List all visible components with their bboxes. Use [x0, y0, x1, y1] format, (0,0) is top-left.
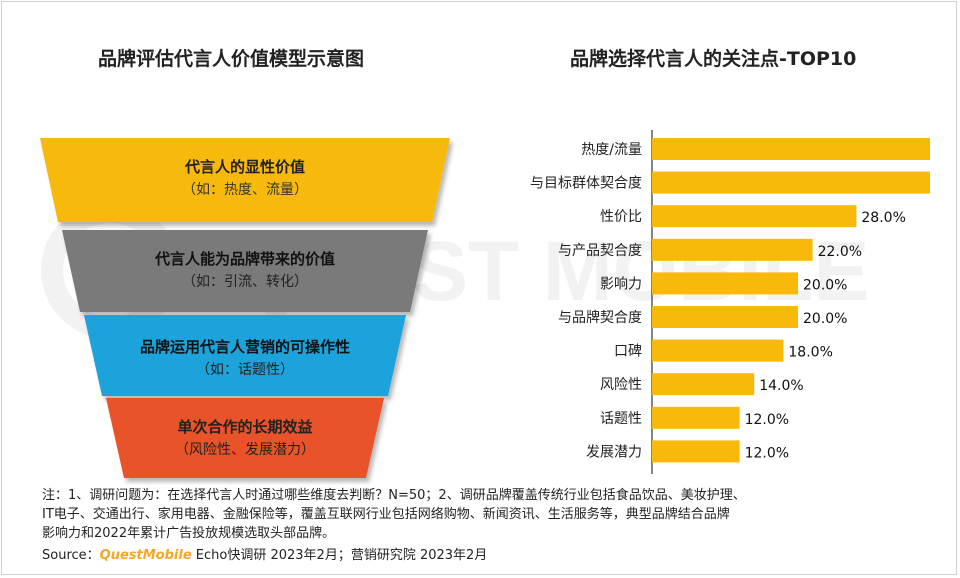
bar-chart: 热度/流量50.0%与目标群体契合度48.0%性价比28.0%与产品契合度22.… [530, 130, 930, 474]
bar-7 [652, 339, 784, 362]
category-label: 与品牌契合度 [558, 309, 642, 326]
bar-6 [652, 306, 798, 328]
source-brand-logo: QuestMobile [99, 548, 192, 563]
data-label: 18.0% [788, 345, 832, 361]
funnel-level-3-subtitle: （如：话题性） [196, 362, 294, 378]
data-label: 22.0% [818, 244, 862, 260]
footnote-line: IT电子、交通出行、家用电器、金融保险等，覆盖互联网行业包括网络购物、新闻资讯、… [42, 507, 730, 522]
funnel-level-2: 代言人能为品牌带来的价值 （如：引流、转化） [62, 230, 428, 312]
data-label: 20.0% [803, 277, 847, 293]
footnote-line: 影响力和2022年累计广告投放规模选取头部品牌。 [42, 526, 336, 541]
data-label: 28.0% [861, 210, 905, 226]
bar-4 [652, 238, 813, 261]
footnote-line: 注：1、调研问题为：在选择代言人时通过哪些维度去判断？N=50；2、调研品牌覆盖… [42, 488, 746, 503]
funnel-level-4-shape [106, 398, 384, 478]
category-label: 与产品契合度 [558, 243, 642, 259]
right-title: 品牌选择代言人的关注点-TOP10 [570, 48, 857, 70]
funnel-level-1-subtitle: （如：热度、流量） [182, 182, 308, 198]
category-label: 话题性 [600, 411, 642, 427]
source-line: Source：QuestMobile Echo快调研 2023年2月；营销研究院… [42, 544, 487, 563]
funnel-level-2-subtitle: （如：引流、转化） [182, 274, 308, 290]
funnel-level-4: 单次合作的长期效益 （风险性、发展潜力） [106, 398, 384, 478]
data-label: 12.0% [745, 412, 789, 428]
funnel-level-4-title: 单次合作的长期效益 [177, 418, 312, 436]
category-label: 口碑 [614, 344, 642, 360]
category-label: 影响力 [600, 276, 642, 292]
left-title: 品牌评估代言人价值模型示意图 [98, 48, 365, 70]
category-label: 与目标群体契合度 [530, 176, 642, 192]
data-label: 20.0% [803, 311, 847, 327]
funnel-level-3-title: 品牌运用代言人营销的可操作性 [140, 338, 350, 356]
data-label: 14.0% [759, 378, 803, 394]
funnel-level-2-title: 代言人能为品牌带来的价值 [154, 250, 335, 268]
bar-1 [652, 138, 930, 160]
category-label: 热度/流量 [581, 142, 642, 158]
footnote: 注：1、调研问题为：在选择代言人时通过哪些维度去判断？N=50；2、调研品牌覆盖… [42, 486, 922, 543]
funnel-level-1-shape [40, 138, 450, 222]
category-label: 性价比 [600, 209, 642, 225]
bar-10 [652, 440, 740, 463]
bar-2 [652, 171, 930, 194]
bar-9 [652, 406, 740, 429]
source-text: Echo快调研 2023年2月；营销研究院 2023年2月 [191, 548, 488, 563]
category-label: 发展潜力 [586, 444, 642, 460]
bar-8 [652, 373, 755, 396]
funnel-level-1: 代言人的显性价值 （如：热度、流量） [40, 138, 450, 222]
data-label: 12.0% [745, 445, 789, 461]
funnel-level-3-shape [84, 315, 406, 396]
bar-5 [652, 272, 798, 295]
source-label: Source： [42, 548, 100, 563]
bar-3 [652, 205, 857, 228]
funnel-level-1-title: 代言人的显性价值 [184, 158, 305, 176]
category-label: 风险性 [600, 377, 642, 393]
funnel-level-4-subtitle: （风险性、发展潜力） [175, 442, 315, 458]
funnel-level-3: 品牌运用代言人营销的可操作性 （如：话题性） [84, 315, 406, 396]
funnel-diagram: 代言人的显性价值 （如：热度、流量） 代言人能为品牌带来的价值 （如：引流、转化… [40, 138, 450, 478]
funnel-level-2-shape [62, 230, 428, 312]
